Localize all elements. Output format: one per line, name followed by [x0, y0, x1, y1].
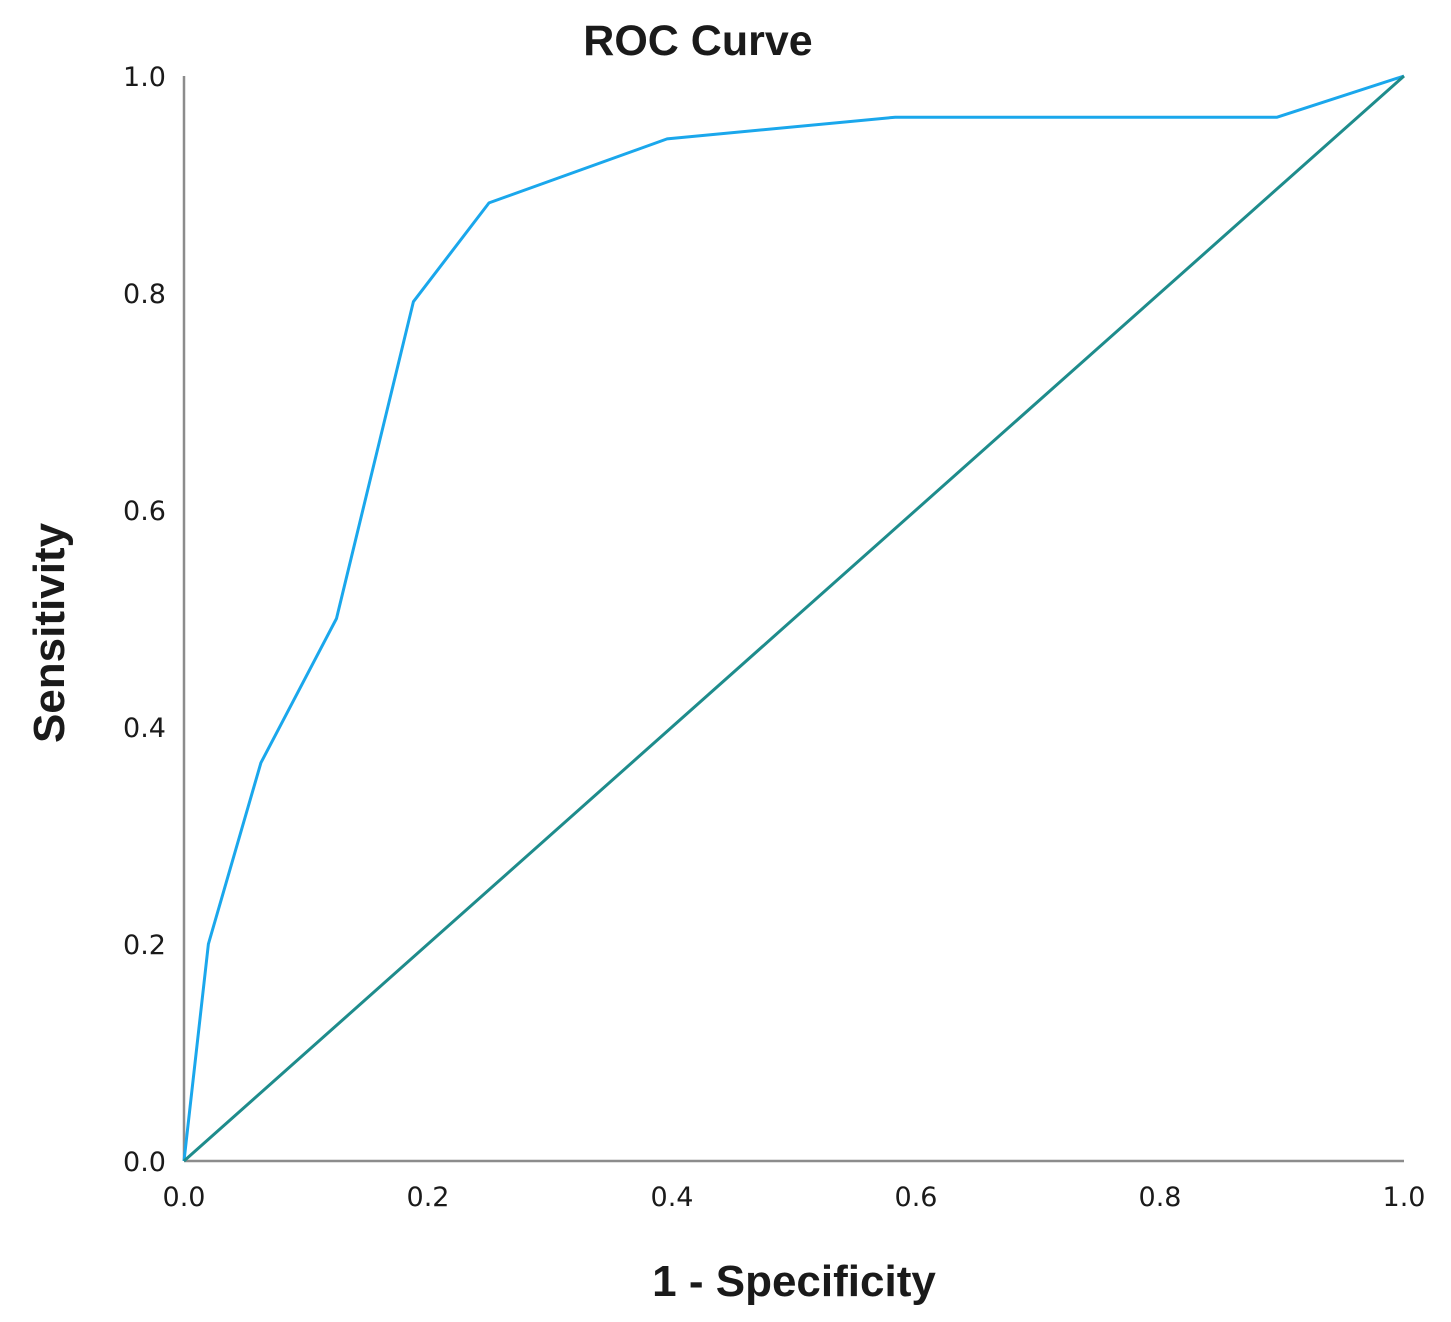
y-axis-title: Sensitivity — [25, 522, 74, 743]
plot-series — [182, 74, 1405, 1163]
y-tick-labels: 0.0 0.2 0.4 0.6 0.8 1.0 — [123, 62, 166, 1178]
reference-diagonal-line — [183, 74, 1405, 1163]
y-tick-label: 0.0 — [123, 1147, 166, 1178]
axes — [182, 76, 1404, 1163]
x-tick-label: 0.8 — [1139, 1182, 1182, 1213]
y-tick-label: 1.0 — [123, 62, 166, 93]
x-tick-label: 0.0 — [163, 1182, 206, 1213]
x-tick-label: 0.4 — [651, 1182, 694, 1213]
y-tick-label: 0.6 — [123, 496, 166, 527]
roc-curve-line — [182, 74, 1405, 1162]
y-tick-label: 0.4 — [123, 713, 166, 744]
x-axis-title: 1 - Specificity — [652, 1257, 936, 1306]
chart-title: ROC Curve — [583, 17, 812, 65]
x-tick-label: 1.0 — [1383, 1182, 1426, 1213]
y-tick-label: 0.8 — [123, 279, 166, 310]
x-tick-label: 0.2 — [407, 1182, 450, 1213]
x-tick-labels: 0.0 0.2 0.4 0.6 0.8 1.0 — [163, 1182, 1426, 1213]
y-tick-label: 0.2 — [123, 930, 166, 961]
x-tick-label: 0.6 — [895, 1182, 938, 1213]
